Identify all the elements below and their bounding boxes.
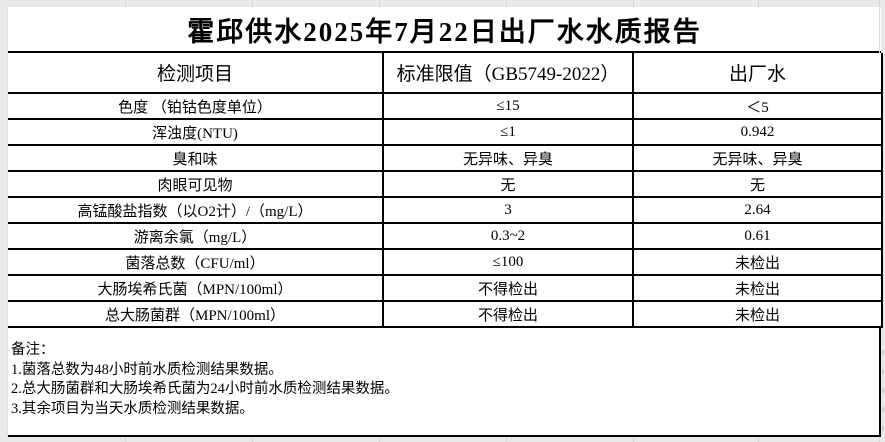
cell-item[interactable]: 游离余氯（mg/L） — [8, 223, 384, 250]
cell-limit[interactable]: 不得检出 — [383, 301, 634, 328]
header-row: 检测项目 标准限值（GB5749-2022） 出厂水 — [8, 53, 883, 94]
table-row: 色度 （铂钴色度单位） ≤15 ＜5 — [8, 93, 883, 120]
table-row: 大肠埃希氏菌（MPN/100ml） 不得检出 未检出 — [8, 275, 883, 302]
sheet-gridline — [879, 7, 880, 53]
table-row: 臭和味 无异味、异臭 无异味、异臭 — [8, 145, 883, 172]
water-quality-report: 霍邱供水2025年7月22日出厂水水质报告 检测项目 标准限值（GB5749-2… — [7, 7, 883, 437]
report-title-cell[interactable]: 霍邱供水2025年7月22日出厂水水质报告 — [8, 7, 881, 53]
cell-limit[interactable]: 无异味、异臭 — [383, 145, 634, 172]
cell-value[interactable]: 无异味、异臭 — [633, 145, 883, 172]
table-row: 浑浊度(NTU) ≤1 0.942 — [8, 119, 883, 146]
header-value[interactable]: 出厂水 — [633, 53, 883, 94]
report-table-body: 色度 （铂钴色度单位） ≤15 ＜5 浑浊度(NTU) ≤1 0.942 臭和味 无异味、异臭… — [8, 93, 883, 328]
note-line: 3.其余项目为当天水质检测结果数据。 — [11, 400, 254, 417]
cell-value[interactable]: 未检出 — [633, 249, 883, 276]
report-table: 检测项目 标准限值（GB5749-2022） 出厂水 色度 （铂钴色度单位） ≤1… — [8, 53, 883, 328]
cell-value[interactable]: 2.64 — [633, 197, 883, 224]
cell-limit[interactable]: 3 — [383, 197, 634, 224]
pagebreak-ticks — [882, 336, 884, 436]
cell-value[interactable]: 无 — [633, 171, 883, 198]
cell-value[interactable]: 未检出 — [633, 275, 883, 302]
cell-value[interactable]: 未检出 — [633, 301, 883, 328]
cell-limit[interactable]: ≤1 — [383, 119, 634, 146]
cell-item[interactable]: 菌落总数（CFU/ml） — [8, 249, 384, 276]
header-item[interactable]: 检测项目 — [8, 53, 384, 94]
cell-item[interactable]: 总大肠菌群（MPN/100ml） — [8, 301, 384, 328]
cell-item[interactable]: 臭和味 — [8, 145, 384, 172]
notes-heading: 备注： — [11, 342, 55, 358]
cell-item[interactable]: 大肠埃希氏菌（MPN/100ml） — [8, 275, 384, 302]
cell-item[interactable]: 肉眼可见物 — [8, 171, 384, 198]
cell-limit[interactable]: ≤15 — [383, 93, 634, 120]
table-row: 高锰酸盐指数（以O2计）/（mg/L） 3 2.64 — [8, 197, 883, 224]
cell-value[interactable]: 0.61 — [633, 223, 883, 250]
cell-item[interactable]: 浑浊度(NTU) — [8, 119, 384, 146]
cell-item[interactable]: 色度 （铂钴色度单位） — [8, 93, 384, 120]
cell-limit[interactable]: 0.3~2 — [383, 223, 634, 250]
notes-cell[interactable]: 备注： 1.菌落总数为48小时前水质检测结果数据。 2.总大肠菌群和大肠埃希氏菌… — [8, 328, 881, 437]
cell-limit[interactable]: ≤100 — [383, 249, 634, 276]
cell-limit[interactable]: 不得检出 — [383, 275, 634, 302]
cell-limit[interactable]: 无 — [383, 171, 634, 198]
cell-value[interactable]: ＜5 — [633, 93, 883, 120]
table-row: 肉眼可见物无无 — [8, 171, 883, 198]
note-line: 2.总大肠菌群和大肠埃希氏菌为24小时前水质检测结果数据。 — [11, 381, 399, 397]
note-line: 1.菌落总数为48小时前水质检测结果数据。 — [11, 361, 283, 378]
table-row: 游离余氯（mg/L） 0.3~2 0.61 — [8, 223, 883, 250]
cell-item[interactable]: 高锰酸盐指数（以O2计）/（mg/L） — [8, 197, 384, 224]
table-row: 菌落总数（CFU/ml） ≤100 未检出 — [8, 249, 883, 276]
header-limit[interactable]: 标准限值（GB5749-2022） — [383, 53, 634, 94]
table-row: 总大肠菌群（MPN/100ml） 不得检出 未检出 — [8, 301, 883, 328]
cell-value[interactable]: 0.942 — [633, 119, 883, 146]
